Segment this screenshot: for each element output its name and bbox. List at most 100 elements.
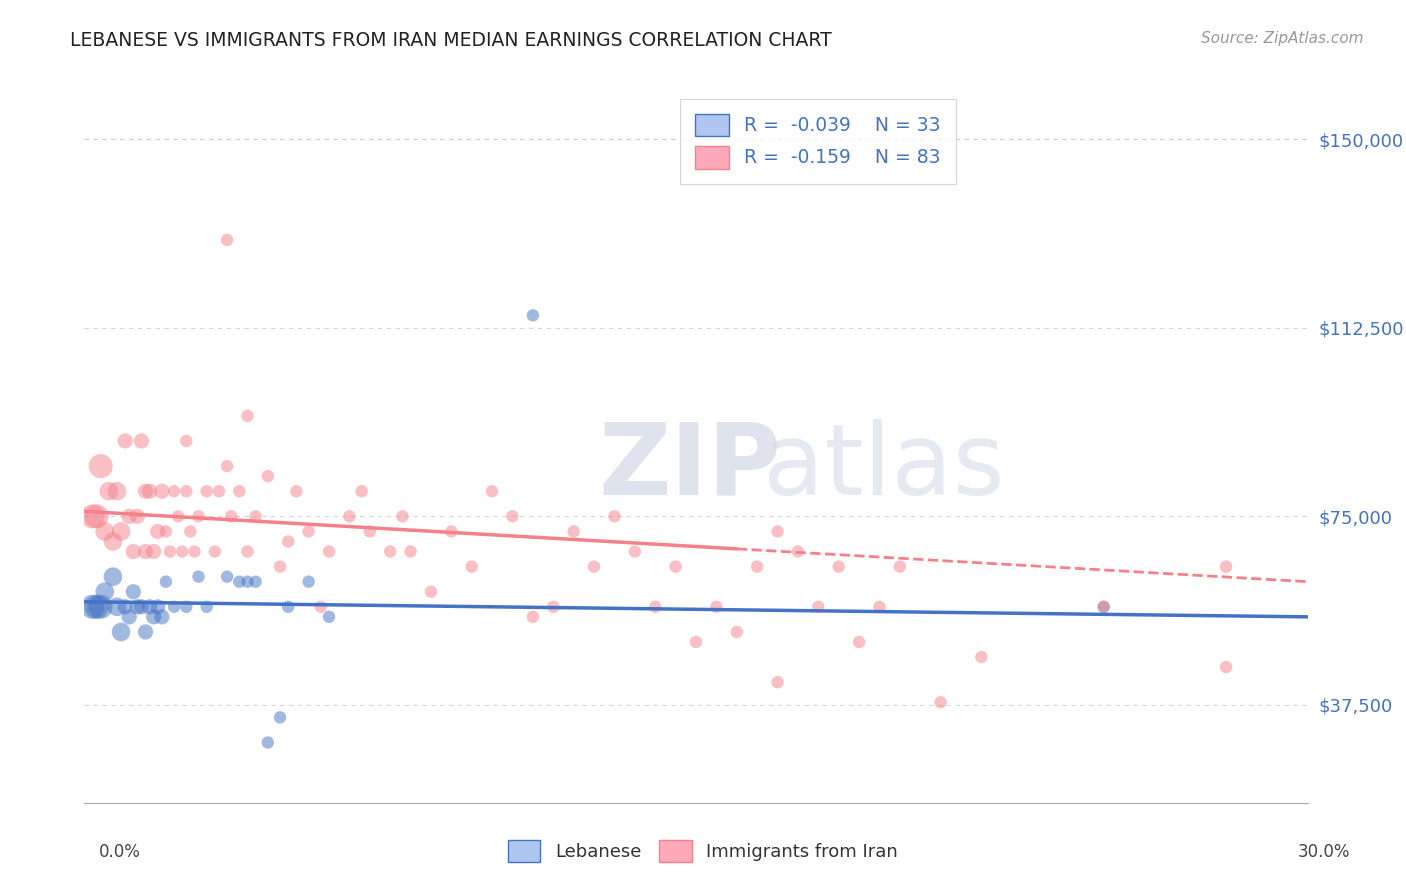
- Point: [766, 675, 789, 690]
- Point: [118, 509, 141, 524]
- Point: [110, 624, 132, 639]
- Point: [187, 569, 209, 583]
- Point: [163, 484, 186, 499]
- Point: [90, 459, 112, 474]
- Point: [138, 484, 160, 499]
- Point: [135, 624, 157, 639]
- Point: [204, 544, 226, 558]
- Point: [269, 710, 291, 724]
- Point: [179, 524, 201, 539]
- Point: [82, 509, 104, 524]
- Point: [97, 484, 120, 499]
- Point: [228, 574, 250, 589]
- Point: [298, 574, 321, 589]
- Point: [685, 635, 707, 649]
- Point: [217, 233, 239, 247]
- Point: [167, 509, 190, 524]
- Point: [135, 544, 157, 558]
- Point: [105, 599, 128, 614]
- Point: [90, 599, 112, 614]
- Point: [257, 469, 280, 483]
- Point: [159, 544, 181, 558]
- Point: [174, 599, 197, 614]
- Text: 0.0%: 0.0%: [98, 843, 141, 861]
- Point: [257, 735, 280, 749]
- Point: [236, 574, 259, 589]
- Point: [380, 544, 402, 558]
- Point: [298, 524, 321, 539]
- Point: [706, 599, 728, 614]
- Point: [118, 610, 141, 624]
- Point: [350, 484, 373, 499]
- Point: [399, 544, 422, 558]
- Point: [142, 544, 165, 558]
- Legend: R =  -0.039    N = 33, R =  -0.159    N = 83: R = -0.039 N = 33, R = -0.159 N = 83: [681, 99, 956, 184]
- Point: [583, 559, 606, 574]
- Point: [543, 599, 565, 614]
- Point: [970, 650, 993, 665]
- Point: [309, 599, 332, 614]
- Point: [142, 610, 165, 624]
- Point: [114, 434, 136, 448]
- Point: [155, 524, 177, 539]
- Point: [277, 534, 299, 549]
- Point: [562, 524, 585, 539]
- Point: [1215, 660, 1237, 674]
- Point: [269, 559, 291, 574]
- Point: [135, 484, 157, 499]
- Point: [174, 484, 197, 499]
- Legend: Lebanese, Immigrants from Iran: Lebanese, Immigrants from Iran: [501, 833, 905, 870]
- Point: [318, 610, 340, 624]
- Point: [219, 509, 242, 524]
- Point: [163, 599, 186, 614]
- Point: [725, 624, 748, 639]
- Point: [285, 484, 308, 499]
- Point: [150, 610, 173, 624]
- Point: [277, 599, 299, 614]
- Point: [82, 599, 104, 614]
- Point: [502, 509, 524, 524]
- Point: [131, 599, 153, 614]
- Point: [929, 695, 952, 709]
- Point: [217, 569, 239, 583]
- Point: [461, 559, 484, 574]
- Point: [155, 574, 177, 589]
- Point: [787, 544, 810, 558]
- Point: [183, 544, 205, 558]
- Point: [127, 509, 149, 524]
- Point: [86, 599, 108, 614]
- Point: [208, 484, 231, 499]
- Text: LEBANESE VS IMMIGRANTS FROM IRAN MEDIAN EARNINGS CORRELATION CHART: LEBANESE VS IMMIGRANTS FROM IRAN MEDIAN …: [70, 31, 832, 50]
- Point: [391, 509, 413, 524]
- Point: [174, 434, 197, 448]
- Point: [101, 569, 124, 583]
- Point: [481, 484, 503, 499]
- Point: [110, 524, 132, 539]
- Point: [747, 559, 769, 574]
- Point: [236, 544, 259, 558]
- Point: [359, 524, 381, 539]
- Point: [195, 484, 218, 499]
- Point: [122, 544, 145, 558]
- Point: [93, 584, 115, 599]
- Text: Source: ZipAtlas.com: Source: ZipAtlas.com: [1201, 31, 1364, 46]
- Point: [766, 524, 789, 539]
- Point: [1215, 559, 1237, 574]
- Point: [127, 599, 149, 614]
- Point: [869, 599, 891, 614]
- Point: [172, 544, 194, 558]
- Point: [318, 544, 340, 558]
- Point: [644, 599, 666, 614]
- Text: 30.0%: 30.0%: [1298, 843, 1350, 861]
- Point: [245, 574, 267, 589]
- Point: [665, 559, 688, 574]
- Text: atlas: atlas: [763, 419, 1005, 516]
- Point: [522, 309, 544, 323]
- Point: [245, 509, 267, 524]
- Point: [101, 534, 124, 549]
- Text: ZIP: ZIP: [598, 419, 780, 516]
- Point: [105, 484, 128, 499]
- Point: [603, 509, 626, 524]
- Point: [93, 524, 115, 539]
- Point: [217, 459, 239, 474]
